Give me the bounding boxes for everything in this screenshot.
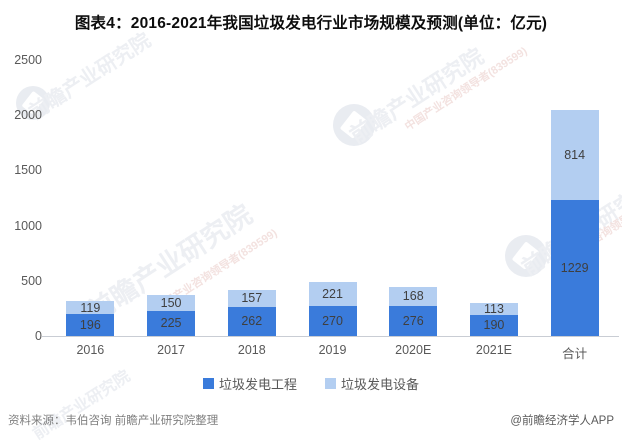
x-axis: 2016 2017 2018 2019 2020E 2021E 合计 [50,343,615,362]
bar-value-label: 190 [483,318,505,333]
bar-segment: 157 [227,289,276,308]
bar-segment: 814 [550,110,599,201]
x-axis-label: 2020E [395,343,432,357]
stacked-bar-2017: 150 225 [147,294,196,336]
legend: 垃圾发电工程 垃圾发电设备 [0,374,622,393]
legend-label-engineering: 垃圾发电工程 [218,377,297,392]
bar-segment: 221 [308,281,357,307]
bar-value-label: 262 [241,314,263,329]
chart-title: 图表4：2016-2021年我国垃圾发电行业市场规模及预测(单位：亿元) [74,15,548,32]
bar-segment: 190 [469,315,518,336]
bar-value-label: 221 [322,286,343,301]
bar-slot: 221 270 [292,60,373,336]
bar-value-label: 157 [241,291,263,306]
bar-segment: 168 [389,287,438,306]
x-axis-label: 2021E [475,343,513,357]
y-axis-tick-label: 2000 [14,108,42,123]
source-note: 资料来源：韦伯咨询 前瞻产业研究院整理 [8,415,219,427]
y-axis-tick-label: 0 [35,329,42,343]
bar-segment: 150 [147,294,196,312]
bar-slot: 168 276 [373,60,454,336]
y-axis-tick-label: 1500 [14,163,42,178]
footer: 资料来源：韦伯咨询 前瞻产业研究院整理 @前瞻经济学人APP [8,412,614,428]
bar-slot: 150 225 [131,60,212,336]
bar-value-label: 168 [402,289,424,303]
stacked-bar-2018: 157 262 [227,289,276,336]
bar-segment: 276 [389,305,438,336]
bar-segment: 119 [66,300,115,315]
legend-swatch-engineering-icon [202,378,214,389]
bar-value-label: 113 [483,301,504,316]
bar-segment: 1229 [550,200,599,336]
bar-segment: 196 [66,314,115,336]
legend-item-engineering: 垃圾发电工程 [202,374,297,393]
bar-value-label: 270 [322,313,343,328]
bar-value-label: 814 [564,148,586,163]
x-axis-line [42,336,619,337]
plot-area: 119 196 150 225 157 262 221 270 168 276 113 190 814 1… [50,60,615,336]
bar-slot: 113 190 [454,60,535,336]
legend-label-equipment: 垃圾发电设备 [341,377,420,392]
bar-value-label: 225 [160,316,182,331]
stacked-bar-2020E: 168 276 [389,287,438,336]
stacked-bar-2019: 221 270 [308,281,357,336]
stacked-bar-合计: 814 1229 [550,110,599,336]
y-axis-tick-label: 2500 [14,53,42,67]
bar-slot: 814 1229 [534,60,615,336]
legend-swatch-equipment-icon [325,378,336,389]
x-axis-label: 2018 [237,343,266,357]
bar-segment: 113 [469,301,518,316]
bar-value-label: 1229 [560,260,589,275]
y-axis: 0 500 1000 1500 2000 2500 [0,53,42,343]
stacked-bar-2016: 119 196 [66,300,115,336]
bar-segment: 270 [308,306,357,336]
x-axis-label: 2016 [76,343,105,357]
bar-value-label: 196 [79,317,101,332]
bar-value-label: 150 [160,295,182,310]
y-axis-tick-label: 500 [21,273,42,288]
x-axis-label: 2019 [318,343,347,357]
x-axis-label: 2017 [157,343,185,357]
bar-value-label: 119 [80,300,101,315]
bar-slot: 157 262 [211,60,292,336]
stacked-bar-2021E: 113 190 [469,301,518,336]
y-axis-tick-label: 1000 [14,218,42,233]
legend-item-equipment: 垃圾发电设备 [325,374,419,393]
bar-slot: 119 196 [50,60,131,336]
bar-segment: 225 [147,311,196,336]
bar-segment: 262 [227,307,276,336]
x-axis-label: 合计 [562,347,588,361]
bar-value-label: 276 [402,313,424,328]
credit-note: @前瞻经济学人APP [510,415,614,427]
